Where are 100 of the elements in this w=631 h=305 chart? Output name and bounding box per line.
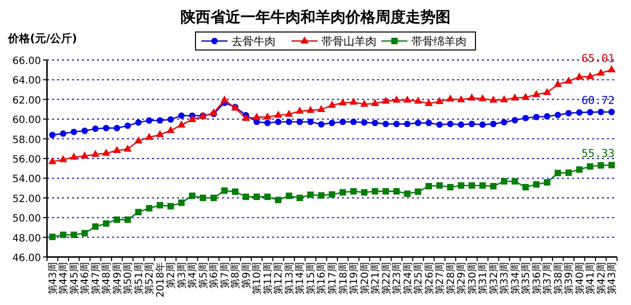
point — [414, 188, 422, 195]
x-tick-label: 第32周 — [488, 262, 500, 295]
point — [49, 132, 56, 138]
x-tick-label: 第3周 — [176, 262, 188, 288]
point — [350, 98, 358, 105]
point — [263, 112, 272, 120]
y-tick-label: 48.00 — [12, 233, 41, 244]
point — [210, 194, 217, 202]
x-tick-label: 第42周 — [595, 262, 608, 295]
point — [102, 124, 110, 132]
point — [81, 230, 88, 236]
point — [146, 205, 152, 212]
point — [200, 194, 206, 202]
y-tick-label: 46.00 — [12, 253, 41, 264]
point — [328, 100, 336, 108]
point — [146, 117, 152, 124]
point — [221, 187, 228, 194]
y-tick-label: 54.00 — [12, 174, 41, 186]
point — [446, 94, 454, 102]
data-label: 65.01 — [582, 52, 615, 65]
point — [338, 98, 347, 106]
x-tick-label: 第29周 — [456, 262, 468, 295]
point — [512, 178, 518, 185]
point — [392, 96, 401, 103]
point — [145, 132, 154, 140]
point — [490, 120, 497, 128]
point — [436, 96, 444, 104]
point — [167, 202, 174, 210]
x-tick-label: 第19周 — [348, 262, 360, 295]
point — [48, 157, 56, 164]
point — [426, 182, 432, 190]
y-tick-label: 52.00 — [12, 194, 41, 205]
point — [457, 95, 466, 102]
point — [254, 194, 260, 200]
point — [306, 106, 314, 113]
point — [403, 96, 412, 103]
point — [340, 118, 346, 126]
point — [188, 192, 196, 200]
y-axis-title: 价格(元/公斤) — [7, 32, 78, 45]
data-label: 60.72 — [582, 94, 615, 108]
point — [275, 196, 282, 204]
point — [361, 189, 368, 196]
point — [533, 114, 540, 120]
legend-label: 带骨绵羊肉 — [412, 35, 466, 48]
point — [350, 188, 357, 194]
point — [102, 220, 110, 227]
point — [436, 121, 443, 128]
point — [533, 181, 540, 188]
x-tick-label: 2018年 — [154, 262, 166, 298]
point — [60, 130, 66, 137]
x-tick-label: 第24周 — [402, 262, 414, 295]
x-tick-label: 第33周 — [498, 262, 511, 295]
point — [598, 162, 604, 169]
point — [544, 113, 550, 120]
point — [59, 155, 68, 162]
x-tick-label: 第13周 — [283, 262, 296, 295]
point — [500, 95, 508, 102]
point — [156, 117, 164, 124]
point — [565, 110, 572, 116]
x-tick-label: 第50周 — [122, 262, 134, 295]
point — [426, 120, 432, 126]
x-tick-label: 第35周 — [520, 262, 532, 295]
point — [124, 216, 131, 223]
x-tick-label: 第12周 — [272, 262, 285, 295]
point — [500, 178, 508, 185]
point — [382, 96, 390, 104]
point — [447, 120, 454, 128]
point — [458, 182, 464, 189]
point — [608, 108, 615, 116]
point — [458, 121, 464, 128]
x-tick-label: 第21周 — [370, 262, 382, 295]
point — [565, 169, 572, 176]
point — [468, 94, 476, 101]
point — [284, 110, 293, 117]
point — [178, 112, 185, 119]
chart-title: 陕西省近一年牛肉和羊肉价格周度走势图 — [180, 8, 450, 26]
y-tick-label: 60.00 — [12, 115, 41, 126]
x-tick-label: 第23周 — [391, 262, 404, 295]
x-tick-label: 第43周 — [46, 262, 59, 295]
point — [91, 150, 100, 157]
x-tick-label: 第7周 — [218, 262, 231, 288]
point — [447, 184, 454, 190]
x-tick-label: 第28周 — [444, 262, 457, 295]
point — [510, 94, 519, 101]
x-tick-label: 第17周 — [326, 262, 338, 295]
point — [317, 104, 326, 112]
x-tick-label: 第6周 — [208, 262, 220, 288]
point — [596, 68, 605, 76]
point — [264, 120, 271, 126]
x-tick-label: 第18周 — [337, 262, 350, 295]
point — [70, 128, 78, 136]
x-tick-label: 第15周 — [304, 262, 317, 295]
point — [478, 94, 487, 102]
point — [296, 106, 304, 114]
point — [564, 76, 573, 84]
point — [393, 188, 400, 194]
point — [307, 118, 314, 126]
point — [328, 120, 336, 126]
point — [522, 184, 529, 190]
point — [490, 182, 497, 190]
